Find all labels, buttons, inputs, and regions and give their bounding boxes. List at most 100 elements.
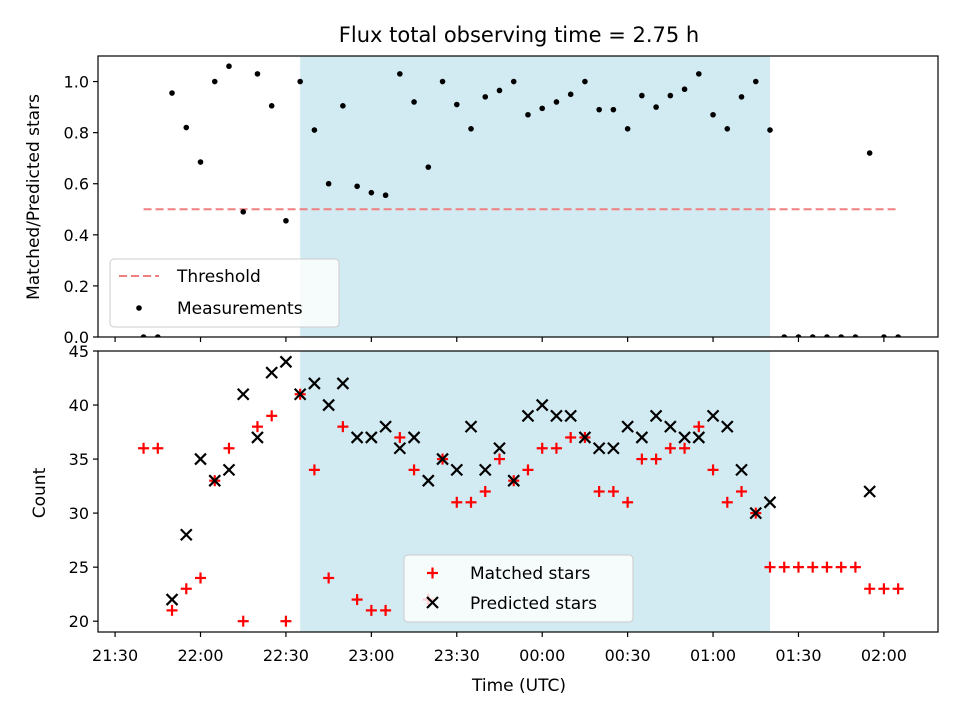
matched-stars-point [522,464,534,476]
measurements-point [838,334,844,337]
matched-stars-point [266,410,278,422]
top-y-axis-label: Matched/Predicted stars [24,94,44,300]
predicted-stars-point [692,431,706,444]
measurements-point [254,71,261,77]
x-tick-label: 23:00 [348,646,394,665]
measurements-point [268,103,275,109]
matched-stars-point [764,561,776,573]
measurements-point [681,86,688,93]
matched-stars-point [607,486,619,497]
top-legend: Threshold Measurements [109,258,340,328]
measurements-point [639,92,645,99]
measurements-point [824,334,830,337]
legend-box [403,554,634,623]
matched-stars-point [351,594,363,606]
legend-matched-swatch [427,567,438,579]
predicted-stars-point [578,431,592,444]
predicted-stars-point [749,506,763,520]
measurements-point [624,126,631,132]
predicted-stars-point [706,409,720,423]
top-panel: 0.0 0.2 0.4 0.6 0.8 1.0 Threshold Measurements [64,55,939,347]
measurements-point [283,217,289,224]
top-axes-frame [97,55,939,338]
predicted-stars-point [279,355,293,369]
x-tick-label: 01:00 [690,646,736,665]
measurements-point [610,106,617,113]
measurements-point [425,164,432,170]
bottom-y-tick-label: 20 [69,612,89,631]
measurements-point [539,105,546,112]
legend-box [109,258,340,328]
measurements-point [482,94,489,100]
predicted-stars-point [621,420,634,433]
measurements-point [781,334,788,337]
matched-stars-point [180,583,192,595]
matched-stars-point [195,572,207,584]
measurements-point [154,334,161,337]
predicted-stars-point [194,452,207,466]
predicted-stars-point [607,441,620,455]
matched-stars-point [565,431,577,443]
measurements-point [809,334,816,337]
matched-stars-point [664,442,676,454]
predicted-stars-point [322,398,335,412]
measurements-point [795,334,802,337]
matched-stars-point [864,583,876,595]
top-y-tick-label: 1.0 [64,73,89,92]
predicted-stars-point [379,420,392,433]
legend-predicted-swatch [426,596,439,609]
predicted-stars-point [236,387,250,401]
predicted-stars-point [678,431,691,444]
predicted-stars-point [436,452,449,466]
measurements-point [382,192,389,199]
predicted-stars-point [649,409,663,423]
matched-stars-point [408,464,420,476]
top-y-tick-label: 0.8 [64,124,89,143]
x-tick-label: 23:30 [434,646,480,665]
measurements-point [140,334,147,337]
predicted-stars-point [863,485,876,498]
bottom-y-tick-label: 30 [69,504,89,523]
top-observing-window-span [300,56,770,337]
measurements-point [895,334,901,337]
measurements-point [866,150,873,156]
matched-stars-point [622,496,634,508]
measurements-point [553,99,560,105]
measurements-point [710,111,716,118]
predicted-stars-point [407,431,421,444]
matched-stars-point [807,561,819,573]
matched-stars-point [308,464,320,476]
measurements-point [211,78,218,85]
bottom-y-tick-label: 35 [69,450,89,469]
matched-stars-point [550,442,562,454]
bottom-axes-frame [97,350,939,633]
top-y-tick-label: 0.6 [64,175,89,194]
x-tick-label: 00:30 [605,646,651,665]
measurements-point [567,91,574,98]
matched-stars-point [736,486,748,497]
top-y-tick-label: 0.2 [64,277,89,296]
matched-stars-point [679,442,691,454]
matched-stars-point [323,572,335,584]
measurements-point [752,78,759,85]
predicted-stars-point [592,441,606,455]
measurements-point [525,111,531,118]
matched-stars-point [792,561,804,573]
predicted-stars-point [365,431,378,444]
matched-stars-point [721,496,733,508]
measurements-point [411,99,417,105]
matched-stars-point [251,421,263,433]
matched-stars-point [892,583,904,595]
matched-stars-point [394,431,406,443]
legend-measurements-label: Measurements [177,299,303,319]
matched-stars-point [693,421,705,433]
measurements-point [852,334,859,337]
measurements-point [724,126,731,132]
legend-measurements-swatch [136,305,142,311]
measurements-point [297,78,303,85]
top-y-tick-label: 0.4 [64,226,89,245]
predicted-stars-point [179,528,193,542]
predicted-stars-point [251,431,264,444]
measurements-point [169,90,175,96]
matched-stars-point [237,615,249,627]
